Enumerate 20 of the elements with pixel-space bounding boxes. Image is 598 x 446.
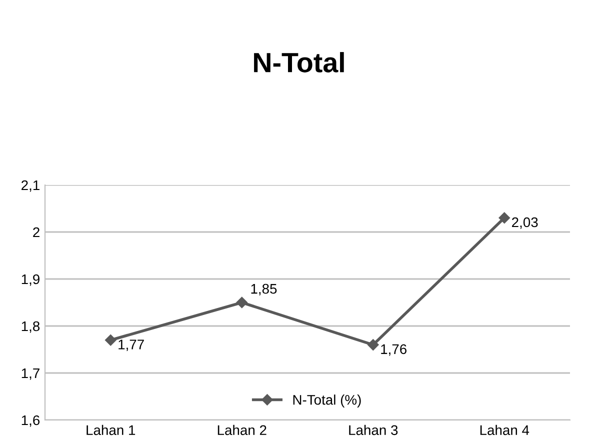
legend-label: N-Total (%) [293,394,361,408]
y-tick-label: 1,6 [22,415,40,427]
point [368,339,379,350]
y-tick-label: 1,8 [22,321,40,333]
x-tick-label: Lahan 3 [349,424,398,436]
data-label: 1,76 [381,344,406,356]
data-label: 2,03 [512,217,538,229]
chart-title: N-Total [254,52,344,72]
point [236,296,248,308]
y-tick-label: 2 [33,227,40,238]
x-tick-label: Lahan 1 [86,424,136,436]
x-tick-label: Lahan 2 [218,424,266,436]
y-tick-label: 1,9 [22,274,40,286]
y-tick-label: 1,7 [22,368,40,380]
point [105,334,116,346]
data-label: 1,85 [251,284,277,296]
point [498,212,510,224]
data-label: 1,77 [118,340,144,352]
y-tick-label: 2,1 [22,180,40,192]
x-tick-label: Lahan 4 [480,424,530,436]
